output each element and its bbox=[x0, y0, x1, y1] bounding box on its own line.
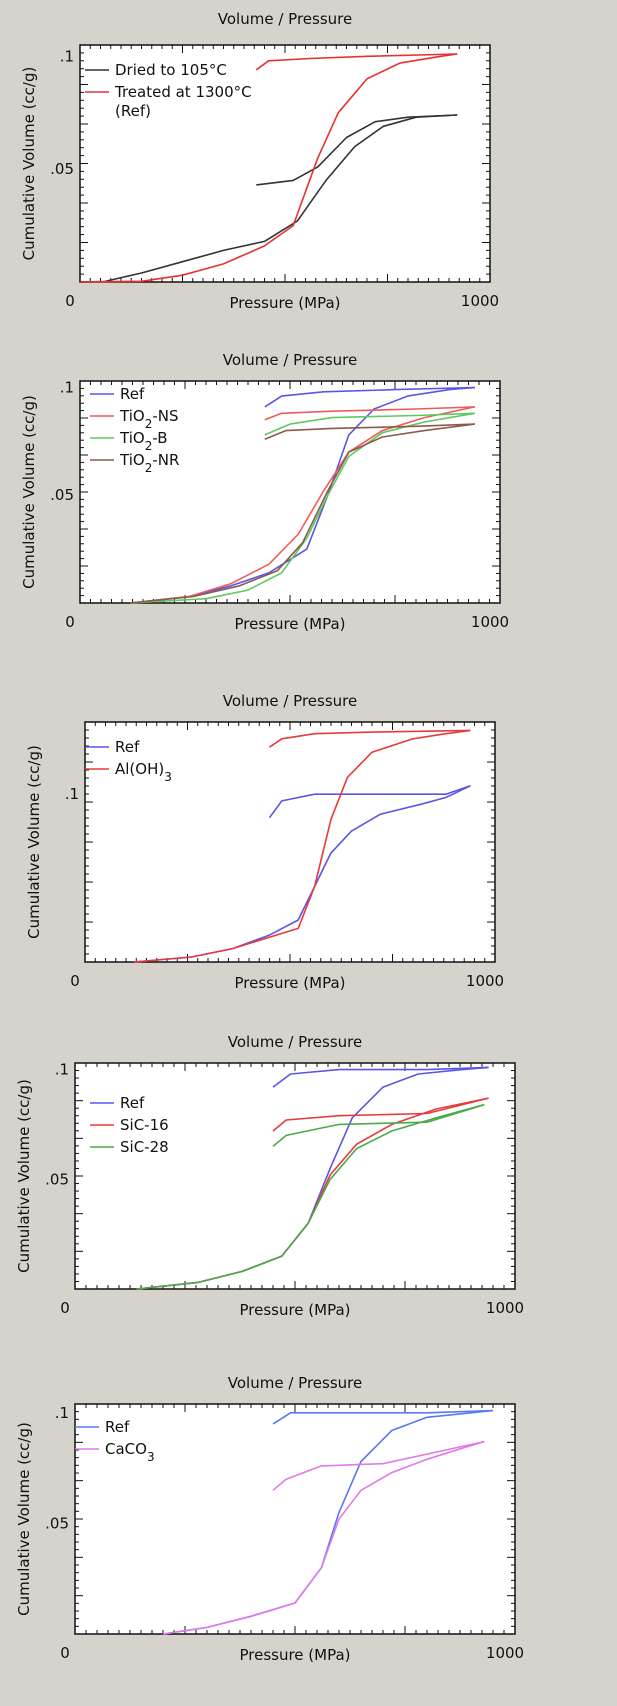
series-group bbox=[134, 729, 471, 963]
x-axis-label: Pressure (MPa) bbox=[234, 615, 345, 633]
series-group bbox=[130, 386, 475, 604]
y-tick-label: .05 bbox=[45, 1514, 69, 1532]
minor-ticks bbox=[75, 1404, 515, 1634]
x-axis-label: Pressure (MPa) bbox=[239, 1301, 350, 1319]
x-tick-label: 1000 bbox=[466, 972, 504, 990]
series-treated-at-1300-c-ref-extrusion-line bbox=[255, 53, 458, 71]
x-tick-label: 0 bbox=[60, 1644, 70, 1662]
y-axis-label: Cumulative Volume (cc/g) bbox=[15, 1422, 33, 1616]
series-ref-extrusion-line bbox=[272, 1409, 494, 1425]
series-ref-extrusion-line bbox=[272, 1066, 489, 1088]
legend-label: Ref bbox=[120, 385, 145, 403]
legend-label: TiO2-B bbox=[119, 429, 168, 453]
plot-area bbox=[84, 721, 496, 963]
y-tick-label: .1 bbox=[55, 1061, 69, 1079]
y-tick-label: .05 bbox=[50, 160, 74, 178]
x-tick-label: 1000 bbox=[486, 1644, 524, 1662]
series-group bbox=[79, 53, 458, 283]
y-axis-label: Cumulative Volume (cc/g) bbox=[25, 745, 43, 939]
y-tick-label: .1 bbox=[60, 378, 74, 396]
chart-2: Volume / Pressure .05 .1 0 1000 Pressure (MPa… bbox=[20, 351, 509, 633]
legend-label: Ref bbox=[115, 738, 140, 756]
y-tick-label: .05 bbox=[45, 1170, 69, 1188]
chart-5: Volume / Pressure .05 .1 0 1000 Pressure (MPa… bbox=[15, 1374, 524, 1664]
chart-3: Volume / Pressure .1 0 1000 Pressure (MPa) Cu… bbox=[25, 692, 504, 992]
legend: Ref SiC-16 SiC-28 bbox=[90, 1094, 169, 1156]
series-caco3-intrusion-line bbox=[162, 1440, 485, 1635]
legend-label: (Ref) bbox=[115, 102, 151, 120]
legend-label: Ref bbox=[105, 1418, 130, 1436]
y-axis-label: Cumulative Volume (cc/g) bbox=[15, 1079, 33, 1273]
plot-area bbox=[74, 1403, 516, 1635]
legend: Ref Al(OH)3 bbox=[85, 738, 172, 784]
series-tio2-nr-intrusion-line bbox=[130, 423, 475, 604]
chart-title: Volume / Pressure bbox=[223, 692, 357, 710]
legend-label: Treated at 1300°C bbox=[114, 83, 252, 101]
chart-4: Volume / Pressure .05 .1 0 1000 Pressure (MPa… bbox=[15, 1033, 524, 1319]
x-tick-label: 1000 bbox=[461, 292, 499, 310]
x-tick-label: 0 bbox=[65, 613, 75, 631]
chart-title: Volume / Pressure bbox=[223, 351, 357, 369]
minor-ticks bbox=[80, 381, 500, 603]
series-group bbox=[162, 1409, 494, 1635]
series-treated-at-1300-c-ref-intrusion-line bbox=[79, 53, 458, 283]
x-tick-label: 0 bbox=[70, 972, 80, 990]
series-tio2-nr-extrusion-line bbox=[264, 423, 475, 440]
x-axis-label: Pressure (MPa) bbox=[234, 974, 345, 992]
chart-title: Volume / Pressure bbox=[228, 1374, 362, 1392]
series-sic-16-extrusion-line bbox=[272, 1097, 489, 1132]
legend-label: Dried to 105°C bbox=[115, 61, 227, 79]
chart-title: Volume / Pressure bbox=[228, 1033, 362, 1051]
y-tick-label: .1 bbox=[65, 785, 79, 803]
series-al-oh-3-intrusion-line bbox=[134, 729, 471, 963]
legend-label: TiO2-NR bbox=[119, 451, 179, 475]
legend-label: Al(OH)3 bbox=[115, 760, 172, 784]
x-tick-label: 1000 bbox=[486, 1299, 524, 1317]
chart-title: Volume / Pressure bbox=[218, 10, 352, 28]
series-tio2-b-extrusion-line bbox=[264, 412, 475, 436]
series-caco3-extrusion-line bbox=[272, 1440, 485, 1491]
series-al-oh-3-extrusion-line bbox=[269, 729, 471, 748]
legend: Dried to 105°C Treated at 1300°C(Ref) bbox=[85, 61, 252, 120]
legend-label: CaCO3 bbox=[105, 1440, 155, 1464]
series-dried-to-105-c-extrusion-line bbox=[256, 114, 458, 186]
legend: Ref CaCO3 bbox=[75, 1418, 155, 1464]
y-axis-label: Cumulative Volume (cc/g) bbox=[20, 395, 38, 589]
series-ref-extrusion-line bbox=[264, 386, 475, 408]
plot-area bbox=[79, 44, 491, 283]
x-axis-label: Pressure (MPa) bbox=[229, 294, 340, 312]
x-tick-label: 1000 bbox=[471, 613, 509, 631]
legend-label: SiC-28 bbox=[120, 1138, 169, 1156]
series-tio2-ns-extrusion-line bbox=[264, 406, 475, 421]
x-tick-label: 0 bbox=[65, 292, 75, 310]
series-ref-extrusion-line bbox=[268, 785, 471, 819]
series-tio2-ns-intrusion-line bbox=[130, 406, 475, 604]
series-group bbox=[136, 1066, 489, 1290]
y-tick-label: .1 bbox=[60, 47, 74, 65]
x-tick-label: 0 bbox=[60, 1299, 70, 1317]
series-sic-28-extrusion-line bbox=[272, 1103, 485, 1148]
legend-label: Ref bbox=[120, 1094, 145, 1112]
legend-label: SiC-16 bbox=[120, 1116, 169, 1134]
chart-1: Volume / Pressure .05 .1 0 1000 Pressure (MPa… bbox=[20, 10, 499, 312]
y-tick-label: .1 bbox=[55, 1404, 69, 1422]
y-axis-label: Cumulative Volume (cc/g) bbox=[20, 67, 38, 261]
series-sic-28-intrusion-line bbox=[136, 1103, 485, 1290]
x-axis-label: Pressure (MPa) bbox=[239, 1646, 350, 1664]
series-dried-to-105-c-intrusion-line bbox=[79, 114, 458, 283]
plot-area bbox=[79, 380, 501, 604]
y-tick-label: .05 bbox=[50, 486, 74, 504]
legend-label: TiO2-NS bbox=[119, 407, 178, 431]
